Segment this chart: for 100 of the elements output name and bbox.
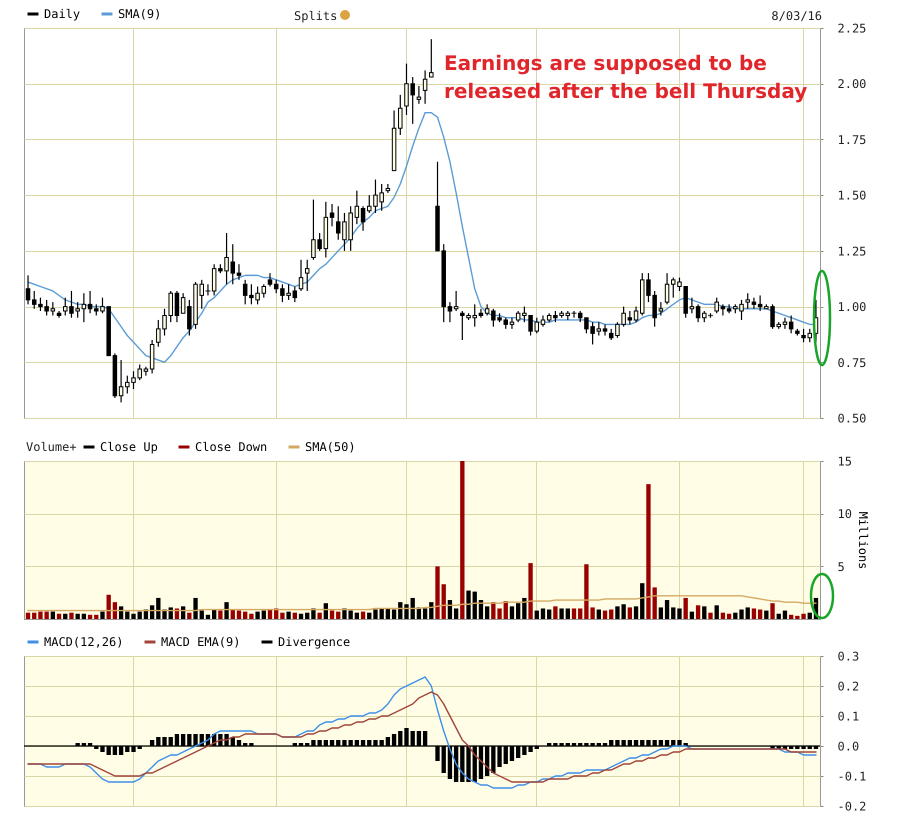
legend-title: Volume+ bbox=[26, 440, 77, 454]
candlestick bbox=[429, 38, 434, 78]
line-series bbox=[27, 691, 817, 783]
y-tick-label: 2.25 bbox=[838, 22, 866, 36]
candlestick bbox=[460, 310, 465, 341]
legend-label: Close Down bbox=[195, 440, 268, 454]
candlestick bbox=[416, 85, 422, 104]
bar bbox=[702, 606, 706, 619]
bar bbox=[770, 603, 775, 619]
bar bbox=[572, 608, 576, 619]
candlestick bbox=[379, 183, 384, 212]
bar bbox=[330, 610, 334, 619]
bar bbox=[726, 614, 732, 619]
bar bbox=[460, 461, 464, 619]
bar bbox=[305, 612, 310, 619]
y-tick-label: -0.2 bbox=[838, 800, 866, 814]
bar bbox=[69, 612, 74, 619]
legend-label: MACD EMA(9) bbox=[161, 635, 240, 649]
bar bbox=[590, 607, 595, 619]
candlestick bbox=[404, 63, 409, 116]
bar bbox=[236, 610, 242, 619]
bar bbox=[497, 608, 502, 619]
candlestick bbox=[330, 203, 334, 227]
y-tick-label: 15 bbox=[838, 454, 852, 468]
y-axis-title: Millions bbox=[856, 512, 870, 570]
bar bbox=[621, 604, 626, 619]
bar bbox=[652, 587, 657, 619]
bar bbox=[324, 603, 328, 619]
candlestick bbox=[788, 314, 794, 334]
candlestick bbox=[454, 290, 458, 312]
bar bbox=[200, 610, 204, 619]
bar bbox=[801, 614, 806, 619]
bar bbox=[491, 602, 496, 619]
y-tick-label: 1.75 bbox=[838, 132, 866, 147]
bar bbox=[448, 600, 452, 619]
candlestick bbox=[602, 324, 608, 336]
bar bbox=[615, 606, 620, 619]
bar bbox=[808, 612, 812, 619]
bar bbox=[230, 610, 235, 619]
candlestick bbox=[156, 319, 161, 348]
bar bbox=[596, 610, 601, 619]
bar bbox=[640, 583, 644, 619]
bar bbox=[38, 612, 43, 619]
bar bbox=[758, 610, 762, 619]
bar bbox=[187, 612, 192, 619]
bar bbox=[540, 608, 546, 619]
bar bbox=[602, 610, 608, 619]
bar bbox=[131, 614, 136, 619]
candlestick bbox=[739, 299, 744, 321]
bar bbox=[454, 608, 458, 619]
y-tick-label: 1.00 bbox=[838, 300, 866, 314]
bar bbox=[373, 610, 378, 619]
candlestick bbox=[304, 259, 310, 292]
text: Splits bbox=[294, 9, 338, 23]
bar bbox=[317, 612, 322, 619]
y-tick-label: 0.0 bbox=[838, 740, 860, 754]
bar bbox=[658, 607, 664, 619]
bar bbox=[94, 614, 98, 619]
bar bbox=[528, 563, 533, 619]
candlestick bbox=[422, 70, 428, 104]
bar bbox=[442, 584, 446, 619]
legend-label: Divergence bbox=[278, 635, 350, 649]
bar bbox=[671, 607, 676, 619]
bar bbox=[664, 600, 670, 619]
bar bbox=[484, 606, 490, 619]
bar bbox=[684, 598, 688, 619]
legend-label: Close Up bbox=[100, 440, 158, 454]
y-tick-label: 0.3 bbox=[838, 650, 860, 664]
candlestick bbox=[268, 272, 272, 288]
bar bbox=[609, 610, 614, 619]
bar bbox=[218, 610, 223, 619]
y-tick-label: -0.1 bbox=[838, 770, 866, 784]
bar bbox=[44, 612, 49, 619]
bar bbox=[212, 610, 216, 619]
candlestick bbox=[311, 199, 316, 260]
candlestick bbox=[410, 76, 415, 124]
bar bbox=[504, 601, 508, 619]
bar bbox=[764, 610, 769, 619]
bar bbox=[733, 612, 738, 619]
legend-label: MACD(12,26) bbox=[44, 635, 124, 649]
bar bbox=[547, 610, 552, 619]
bar bbox=[782, 610, 788, 619]
bar bbox=[50, 612, 56, 619]
y-tick-label: 0.75 bbox=[838, 356, 866, 370]
text: 8/03/16 bbox=[771, 9, 822, 23]
annotation: Earnings are supposed to be released after the bell Thursday bbox=[444, 51, 808, 103]
bar bbox=[714, 605, 719, 619]
bar bbox=[360, 612, 366, 619]
bar bbox=[63, 614, 68, 619]
y-tick-label: 2.00 bbox=[838, 77, 866, 92]
bar bbox=[26, 612, 30, 619]
bar bbox=[292, 612, 297, 619]
legend-label: SMA(9) bbox=[118, 7, 162, 21]
bar bbox=[634, 606, 638, 619]
bar bbox=[553, 606, 558, 619]
bar bbox=[534, 610, 539, 619]
bar bbox=[32, 612, 36, 619]
y-tick-label: 5 bbox=[838, 560, 845, 574]
y-tick-label: 1.50 bbox=[838, 188, 866, 203]
bar bbox=[56, 614, 62, 619]
